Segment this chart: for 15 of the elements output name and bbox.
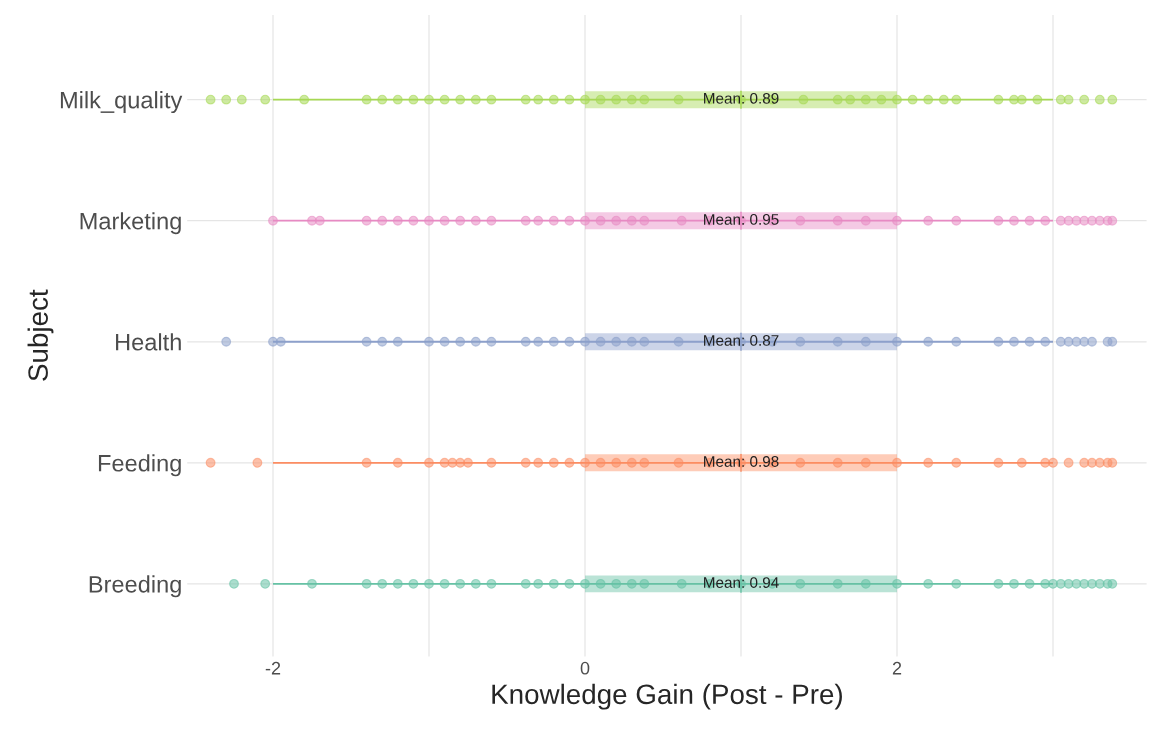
annotation: Mean: 0.95 (704, 213, 779, 225)
x-tick-label: -2 (265, 661, 281, 675)
y-tick-label: Feeding (98, 454, 181, 477)
y-tick-label: Marketing (80, 212, 181, 235)
x-tick-label: 2 (892, 661, 902, 675)
y-axis-title: Subject (27, 289, 54, 381)
y-tick-label: Health (116, 333, 181, 351)
annotation: Mean: 0.87 (704, 335, 779, 346)
x-tick-label: 0 (580, 661, 590, 675)
y-tick-label: Milk_quality (60, 91, 183, 114)
annotation: Mean: 0.98 (704, 456, 779, 467)
y-tick-label: Breeding (89, 575, 181, 598)
annotation: Mean: 0.94 (704, 577, 779, 588)
x-axis-title: Knowledge Gain (Post - Pre) (492, 683, 842, 710)
annotation: Mean: 0.89 (704, 92, 779, 104)
